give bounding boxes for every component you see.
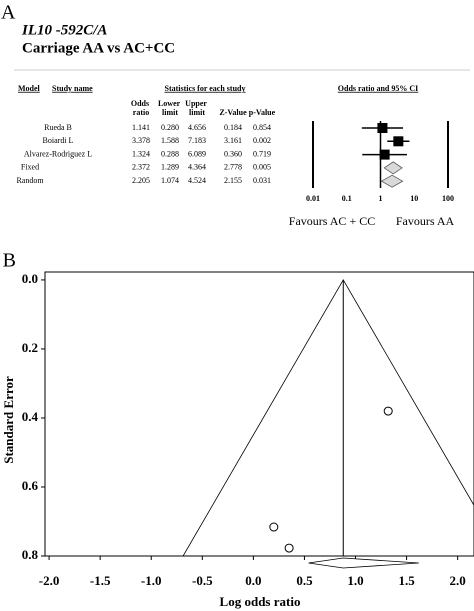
y-tick-label: 0.2 xyxy=(22,340,38,355)
study-name: Alvarez-Rodriguez L xyxy=(24,149,92,158)
cell-value: 1.324 xyxy=(132,149,150,158)
x-tick-label: 0.01 xyxy=(306,194,320,203)
effect-square xyxy=(377,123,388,133)
funnel xyxy=(182,279,474,556)
x-tick-label: 1.0 xyxy=(347,573,363,588)
plot-area xyxy=(182,279,474,556)
cell-value: 4.656 xyxy=(188,123,206,132)
chart-subtitle: Carriage AA vs AC+CC xyxy=(22,40,175,56)
x-tick-label: -1.0 xyxy=(141,573,162,588)
cell-value: 0.005 xyxy=(253,163,271,172)
cell-value: 0.360 xyxy=(224,149,242,158)
cell-value: 3.378 xyxy=(132,136,150,145)
column-header: Lower limit xyxy=(158,99,182,117)
cell-value: 0.280 xyxy=(161,123,179,132)
cell-value: 1.074 xyxy=(161,176,179,185)
cell-value: 7.183 xyxy=(188,136,206,145)
cell-value: 6.089 xyxy=(188,149,206,158)
header: Study name xyxy=(52,84,93,93)
model-name: Fixed xyxy=(21,163,39,172)
favours-label: Favours AC + CC xyxy=(289,214,375,228)
panel-label: B xyxy=(3,250,16,272)
cell-value: 4.364 xyxy=(188,163,206,172)
cell-value: 2.778 xyxy=(224,163,242,172)
y-axis-label: Standard Error xyxy=(1,376,16,464)
header: Model xyxy=(18,84,41,93)
y-tick-label: 0.0 xyxy=(22,271,38,286)
cell-value: 0.288 xyxy=(161,149,179,158)
header: Statistics for each study xyxy=(165,84,246,93)
effect-diamond xyxy=(380,174,404,188)
x-tick-label: -1.5 xyxy=(90,573,111,588)
effect-square xyxy=(393,136,404,147)
x-tick-label: 10 xyxy=(410,194,418,203)
cell-value: 4.524 xyxy=(188,176,206,185)
study-point xyxy=(383,406,393,416)
y-tick-label: 0.4 xyxy=(22,409,39,424)
study-point xyxy=(269,522,279,532)
cell-value: 1.141 xyxy=(132,123,150,132)
column-header: Odds ratio xyxy=(131,99,151,117)
cell-value: 2.205 xyxy=(132,176,150,185)
cell-value: 0.002 xyxy=(253,136,271,145)
x-tick-label: 1.5 xyxy=(398,573,415,588)
plot-frame xyxy=(44,271,474,557)
x-tick-label: 2.0 xyxy=(450,573,466,588)
study-point xyxy=(284,543,294,553)
x-tick-label: -2.0 xyxy=(39,573,60,588)
effect-diamond xyxy=(383,161,403,175)
cell-value: 1.289 xyxy=(161,163,179,172)
y-tick-label: 0.6 xyxy=(22,478,39,493)
chart-title: IL10 -592C/A xyxy=(21,22,107,38)
y-tick-label: 0.8 xyxy=(22,547,39,562)
effect-square xyxy=(379,149,390,160)
pooled-diamond xyxy=(308,557,419,569)
cell-value: 2.155 xyxy=(224,176,242,185)
x-axis-label: Log odds ratio xyxy=(220,594,301,609)
cell-value: 0.719 xyxy=(253,149,271,158)
column-header: Upper limit xyxy=(185,99,209,117)
panel-label: A xyxy=(1,2,16,24)
column-header: p-Value xyxy=(249,108,276,117)
header: Odds ratio and 95% CI xyxy=(338,84,418,93)
x-tick-label: 1 xyxy=(379,194,383,203)
cell-value: 0.031 xyxy=(253,176,271,185)
favours-label: Favours AA xyxy=(396,214,455,228)
study-name: Rueda B xyxy=(44,123,72,132)
cell-value: 1.588 xyxy=(161,136,179,145)
x-tick-label: -0.5 xyxy=(192,573,213,588)
cell-value: 2.372 xyxy=(132,163,150,172)
model-name: Random xyxy=(16,176,44,185)
column-header: Z-Value xyxy=(219,108,247,117)
x-tick-label: 0.1 xyxy=(342,194,352,203)
cell-value: 0.854 xyxy=(253,123,271,132)
x-tick-label: 0.0 xyxy=(245,573,261,588)
cell-value: 0.184 xyxy=(224,123,242,132)
x-tick-label: 0.5 xyxy=(296,573,313,588)
x-tick-label: 100 xyxy=(442,194,454,203)
cell-value: 3.161 xyxy=(224,136,242,145)
study-name: Boiardi L xyxy=(43,136,74,145)
